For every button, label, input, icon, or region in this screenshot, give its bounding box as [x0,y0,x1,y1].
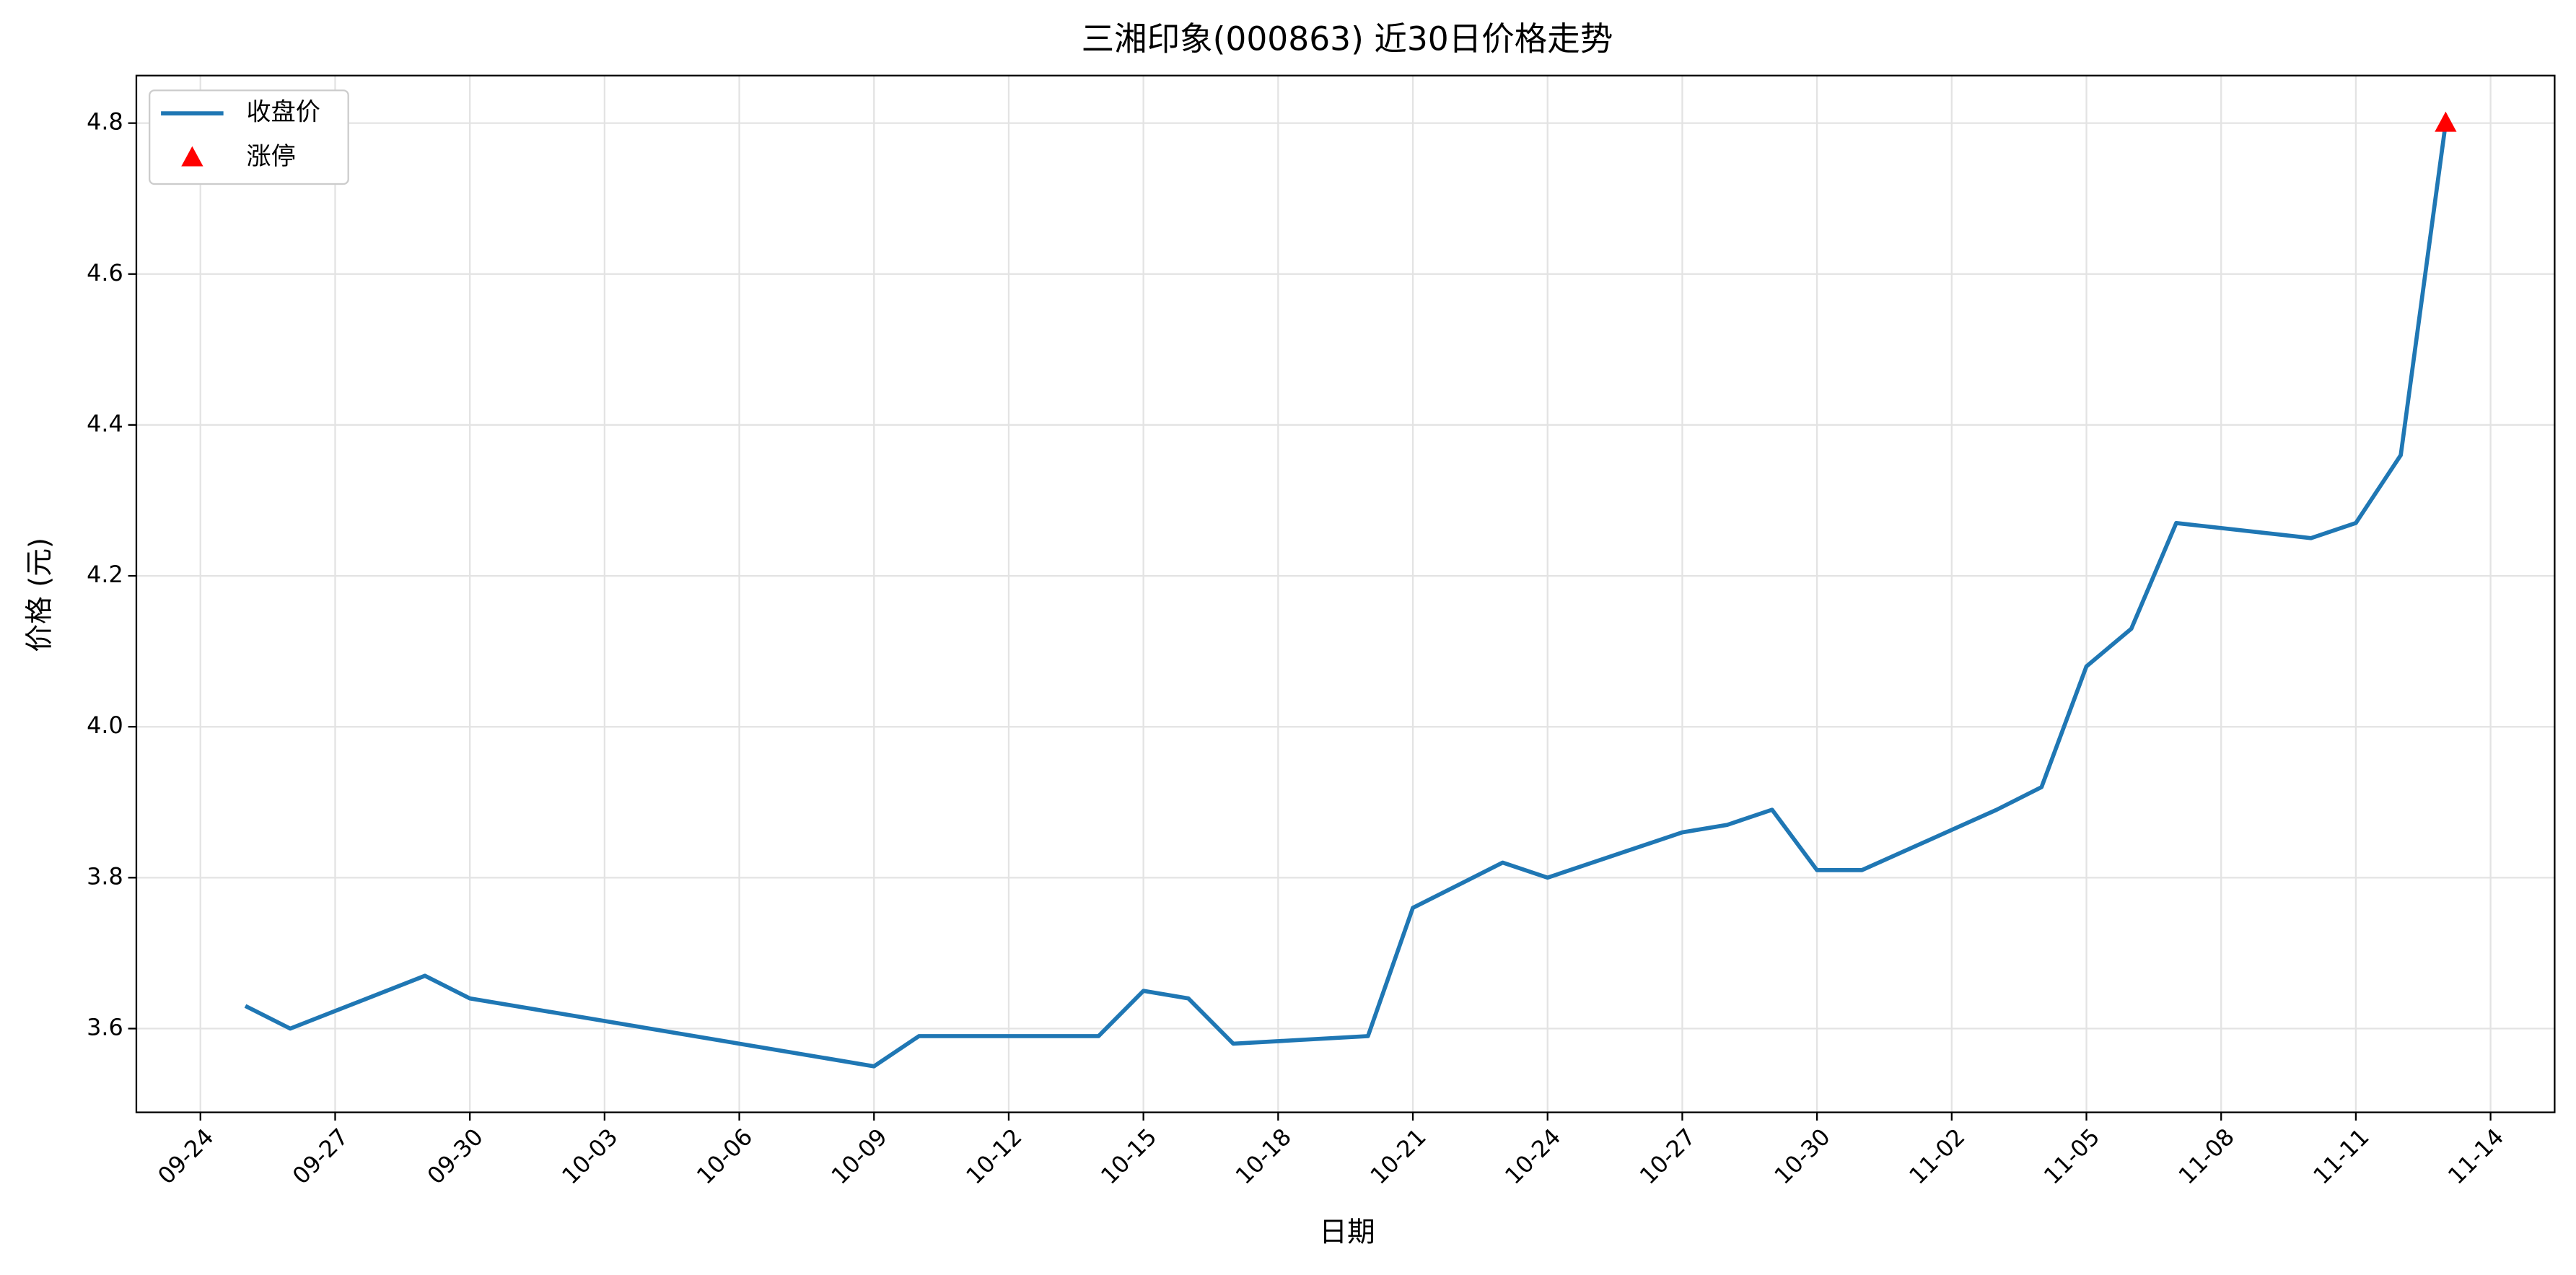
y-tick-label: 3.6 [87,1013,123,1040]
limit-up-marker [2435,111,2457,132]
y-axis-label: 价格 (元) [23,538,56,652]
legend-label: 收盘价 [247,98,320,127]
y-tick-label: 3.8 [87,862,123,890]
chart-title: 三湘印象(000863) 近30日价格走势 [1082,19,1613,58]
x-axis-label: 日期 [1319,1217,1375,1249]
plot-frame [135,74,2556,1113]
price-line [244,123,2448,1069]
y-tick-label: 4.2 [87,561,123,588]
grid-layer [136,75,2555,1113]
y-tick-label: 4.0 [87,711,123,739]
y-tick-label: 4.4 [87,410,123,437]
y-tick-label: 4.8 [87,108,123,136]
legend-label: 涨停 [247,142,296,171]
legend-swatch [181,146,203,167]
y-tick-label: 4.6 [87,259,123,286]
